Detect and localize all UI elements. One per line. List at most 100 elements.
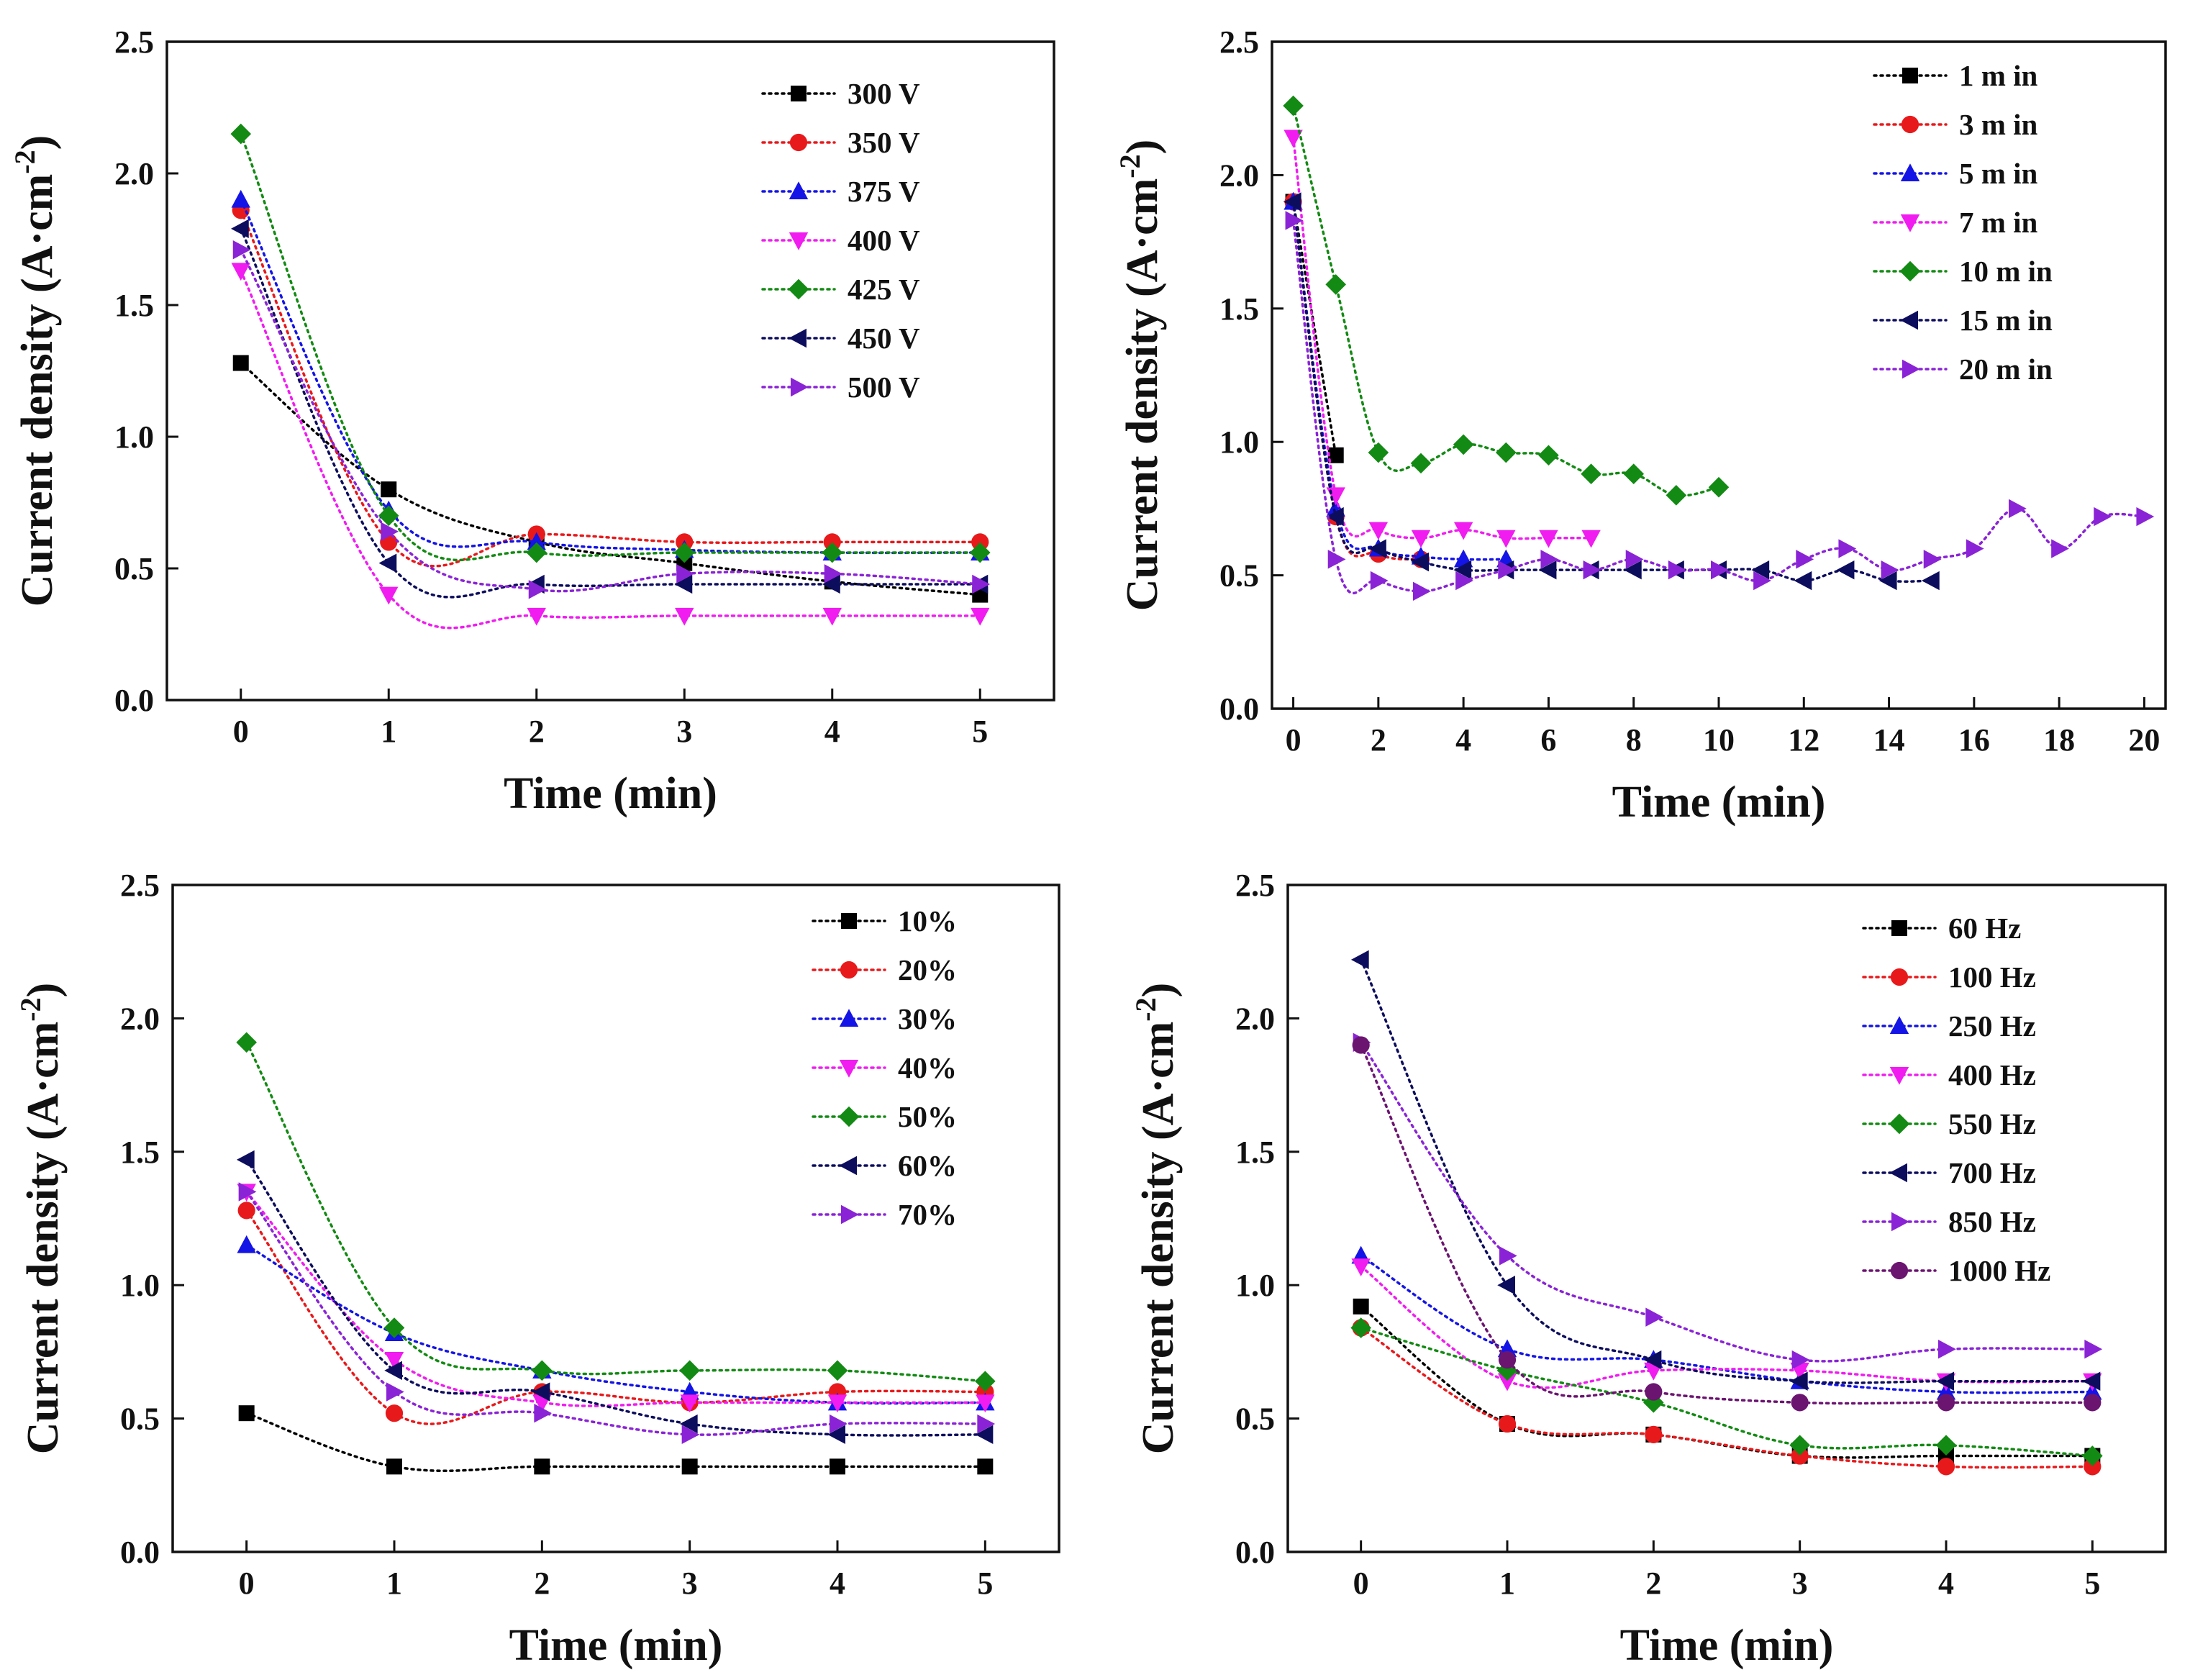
data-point — [1794, 571, 1812, 591]
series-5 — [230, 123, 991, 563]
series-line — [240, 361, 981, 596]
data-point — [1539, 530, 1558, 548]
data-point — [2082, 1371, 2101, 1391]
data-point — [1325, 274, 1347, 295]
data-point — [1453, 522, 1473, 540]
data-point — [1540, 550, 1559, 569]
data-point — [679, 1414, 698, 1434]
y-axis-title-main: Current density (A·cm — [1118, 178, 1167, 612]
data-point — [830, 1458, 845, 1475]
data-point — [2084, 1458, 2102, 1476]
data-point — [977, 1414, 996, 1434]
data-point — [1283, 95, 1304, 117]
data-point — [972, 574, 990, 594]
y-tick-label: 1.5 — [114, 288, 154, 323]
legend-entry: 450 V — [761, 322, 920, 355]
data-point — [230, 123, 252, 145]
data-point — [2009, 499, 2027, 519]
legend-entry: 500 V — [761, 371, 920, 404]
legend-label: 400 V — [848, 224, 920, 257]
x-tick-label: 8 — [1626, 722, 1642, 758]
legend-entry: 1000 Hz — [1862, 1254, 2050, 1287]
legend-entry: 40% — [812, 1051, 957, 1084]
legend-marker — [789, 133, 808, 152]
legend-label: 850 Hz — [1948, 1205, 2036, 1238]
data-point — [1789, 1435, 1810, 1456]
data-point — [1938, 1339, 1956, 1359]
series-line — [245, 1209, 987, 1425]
data-point — [526, 542, 548, 563]
data-point — [2082, 1445, 2103, 1466]
y-tick-label: 0.5 — [1235, 1402, 1275, 1437]
series-line — [1359, 1305, 2094, 1459]
data-point — [827, 1394, 848, 1413]
data-point — [1668, 560, 1686, 580]
legend-entry: 10 m in — [1873, 255, 2053, 288]
data-point — [1936, 1371, 1954, 1391]
legend-marker — [1900, 214, 1920, 232]
legend-entry: 350 V — [761, 126, 920, 159]
data-point — [824, 564, 842, 584]
x-tick-label: 10 — [1703, 722, 1735, 758]
x-tick-label: 16 — [1958, 722, 1990, 758]
x-tick-label: 4 — [1455, 722, 1471, 758]
legend-marker — [1890, 1261, 1909, 1280]
legend-marker — [1900, 310, 1918, 330]
data-point — [1711, 560, 1729, 580]
y-tick-label: 0.5 — [114, 551, 154, 586]
x-tick-label: 2 — [529, 714, 545, 749]
data-point — [1581, 463, 1601, 484]
data-point — [1645, 1383, 1663, 1401]
data-point — [381, 522, 399, 541]
legend-entry: 70% — [812, 1198, 957, 1231]
data-point — [674, 574, 693, 594]
series-4 — [237, 1184, 995, 1413]
legend-label: 30% — [898, 1002, 957, 1035]
data-point — [1966, 539, 1984, 558]
legend-label: 450 V — [848, 322, 920, 355]
legend-label: 500 V — [848, 371, 920, 404]
series-line — [1291, 200, 1933, 583]
data-point — [969, 542, 991, 563]
legend-marker — [1902, 359, 1920, 379]
legend-label: 20% — [898, 953, 957, 986]
data-point — [1495, 442, 1517, 463]
x-tick-label: 3 — [682, 1566, 698, 1601]
legend-entry: 20 m in — [1873, 353, 2053, 386]
legend-marker — [789, 181, 809, 199]
y-tick-label: 1.0 — [114, 419, 154, 455]
data-point — [2084, 1394, 2102, 1412]
legend-label: 550 Hz — [1948, 1107, 2036, 1140]
data-point — [1789, 1371, 1808, 1391]
legend-marker — [841, 913, 857, 929]
y-axis-title: Current density (A·cm-2) — [14, 983, 68, 1455]
data-point — [231, 219, 249, 239]
data-point — [681, 1425, 700, 1445]
series-line — [240, 132, 981, 562]
legend-label: 40% — [898, 1051, 957, 1084]
x-tick-label: 3 — [1792, 1566, 1808, 1601]
data-point — [1538, 560, 1557, 580]
series-line — [1359, 1326, 2094, 1469]
legend-entry: 400 Hz — [1862, 1058, 2036, 1091]
x-axis-title: Time (min) — [509, 1621, 723, 1670]
data-point — [1497, 1373, 1517, 1391]
y-tick-label: 1.5 — [120, 1135, 160, 1170]
data-point — [971, 533, 989, 551]
x-tick-label: 20 — [2128, 722, 2160, 758]
data-point — [1791, 1394, 1809, 1412]
y-tick-label: 0.5 — [120, 1402, 160, 1437]
data-point — [237, 1235, 256, 1253]
data-point — [534, 1403, 553, 1423]
data-point — [1935, 1435, 1957, 1456]
y-axis-title-close: ) — [19, 983, 68, 998]
data-point — [675, 607, 694, 626]
data-point — [527, 607, 546, 626]
x-tick-label: 0 — [239, 1566, 255, 1601]
series-6 — [1350, 950, 2101, 1391]
chart-panel-4: 0.0 0.5 1.0 1.5 2.0 2.5 0 1 2 3 4 5 Time (min) Curren… — [1130, 868, 2167, 1670]
x-tick-label: 4 — [830, 1566, 845, 1601]
legend-entry: 3 m in — [1873, 108, 2038, 141]
data-point — [1499, 1246, 1517, 1266]
data-point — [822, 574, 840, 594]
